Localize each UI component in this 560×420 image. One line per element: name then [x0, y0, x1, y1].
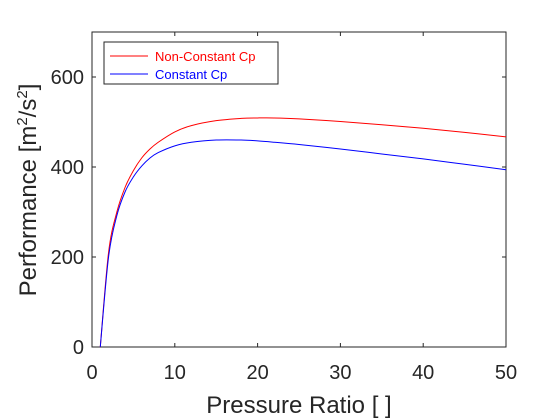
- x-tick-label: 0: [86, 362, 97, 384]
- legend-label-constant-cp: Constant Cp: [155, 67, 227, 82]
- x-tick-label: 30: [329, 362, 351, 384]
- y-axis-label-end: ]: [15, 84, 42, 91]
- y-axis-label-sup2: 2: [14, 90, 31, 98]
- y-axis-label-mid: /s: [15, 99, 42, 118]
- axis-ticks: 0 10 20 30 40 50 0 200 400 600: [51, 32, 517, 384]
- legend: Non-Constant Cp Constant Cp: [103, 41, 279, 85]
- y-tick-label: 0: [73, 337, 84, 359]
- x-tick-label: 20: [246, 362, 268, 384]
- legend-label-non-constant-cp: Non-Constant Cp: [155, 49, 255, 64]
- y-tick-label: 400: [51, 157, 84, 179]
- y-axis-label-sup1: 2: [14, 117, 31, 125]
- y-axis-label: Performance [m2/s2]: [14, 84, 42, 297]
- y-tick-label: 600: [51, 67, 84, 89]
- x-tick-label: 10: [164, 362, 186, 384]
- series-line-non-constant-cp: [99, 117, 507, 348]
- x-tick-label: 40: [412, 362, 434, 384]
- x-axis-label: Pressure Ratio [ ]: [206, 392, 391, 419]
- legend-box: [103, 41, 279, 85]
- series-line-constant-cp: [99, 139, 507, 348]
- y-tick-label: 200: [51, 247, 84, 269]
- series-lines: [99, 117, 507, 348]
- y-axis-label-base: Performance [m: [15, 126, 42, 297]
- x-tick-label: 50: [495, 362, 517, 384]
